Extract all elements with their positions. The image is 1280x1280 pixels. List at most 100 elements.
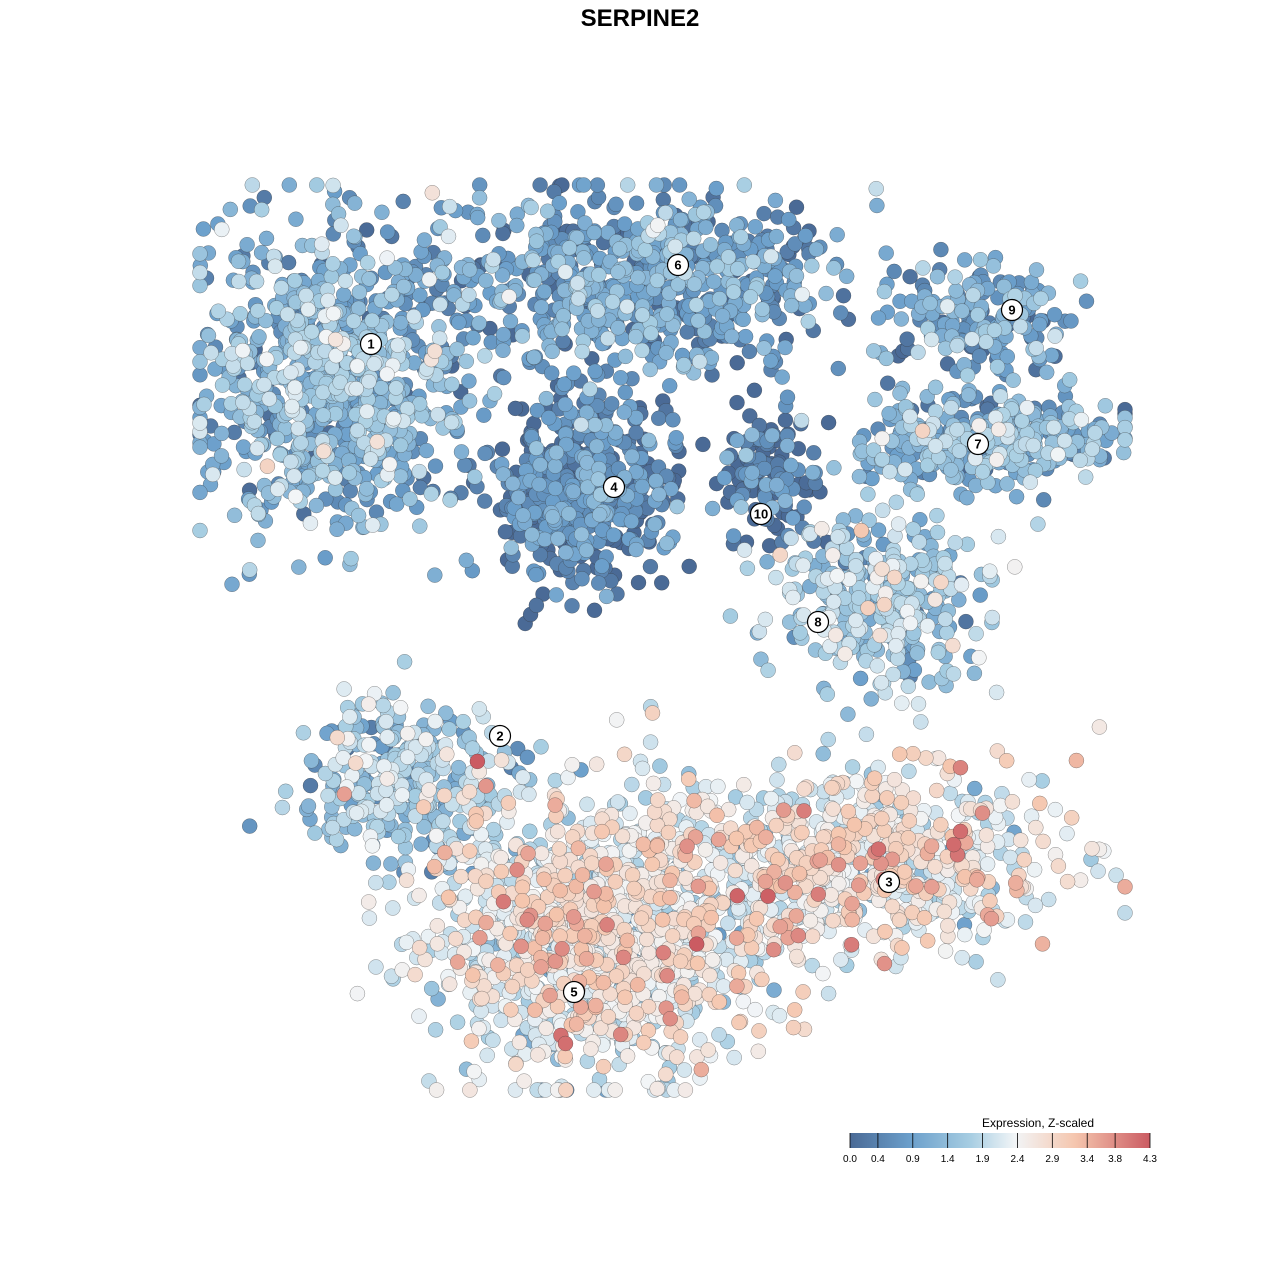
scatter-point	[392, 468, 409, 485]
scatter-point	[195, 221, 212, 237]
scatter-point	[412, 518, 428, 534]
scatter-point	[582, 381, 598, 397]
scatter-point	[477, 348, 493, 364]
scatter-point	[825, 801, 841, 817]
scatter-point	[863, 691, 879, 707]
scatter-point	[292, 339, 309, 356]
scatter-point	[246, 413, 263, 430]
scatter-point	[250, 532, 266, 549]
scatter-point	[927, 591, 943, 608]
scatter-point	[878, 245, 894, 261]
scatter-point	[471, 315, 487, 331]
scatter-point	[467, 469, 483, 485]
scatter-point	[526, 349, 542, 366]
scatter-point	[929, 507, 945, 524]
scatter-point	[555, 308, 572, 324]
scatter-point	[315, 407, 331, 423]
scatter-point	[385, 900, 401, 916]
scatter-point	[345, 313, 362, 329]
scatter-point	[569, 275, 586, 291]
scatter-point	[587, 417, 603, 433]
scatter-point	[350, 507, 367, 524]
scatter-point	[603, 395, 620, 412]
scatter-point	[587, 363, 603, 380]
scatter-point	[1047, 801, 1064, 818]
scatter-point	[258, 351, 275, 368]
scatter-point	[384, 286, 400, 303]
scatter-point	[1117, 905, 1133, 921]
scatter-point	[605, 527, 622, 543]
scatter-point	[1008, 488, 1025, 505]
scatter-point	[324, 819, 341, 836]
scatter-point	[1072, 273, 1089, 289]
scatter-point	[870, 310, 887, 326]
scatter-point	[628, 541, 644, 558]
scatter-point	[284, 398, 300, 415]
scatter-point	[968, 625, 984, 642]
scatter-point	[616, 216, 633, 232]
scatter-point	[939, 298, 956, 315]
scatter-point	[378, 713, 394, 730]
scatter-point	[990, 421, 1007, 438]
scatter-point	[327, 331, 344, 348]
scatter-point	[650, 410, 667, 427]
scatter-point	[947, 269, 963, 285]
scatter-point	[528, 440, 545, 456]
scatter-point	[586, 1082, 602, 1098]
scatter-point	[777, 339, 793, 356]
scatter-point	[364, 517, 381, 533]
scatter-point	[533, 845, 550, 862]
scatter-point	[679, 324, 696, 340]
scatter-point	[779, 438, 796, 454]
scatter-point	[725, 284, 742, 300]
scatter-point	[695, 436, 711, 453]
scatter-point	[369, 433, 385, 450]
scatter-point	[1084, 441, 1100, 457]
scatter-point	[937, 611, 954, 627]
scatter-point	[300, 301, 316, 318]
scatter-point	[711, 1026, 727, 1043]
scatter-point	[712, 855, 729, 871]
scatter-point	[702, 237, 719, 253]
scatter-point	[818, 285, 834, 302]
scatter-point	[588, 756, 605, 772]
scatter-point	[788, 268, 805, 284]
scatter-point	[1012, 832, 1029, 848]
scatter-point	[745, 253, 761, 270]
scatter-point	[700, 1042, 716, 1058]
scatter-point	[729, 432, 745, 449]
scatter-point	[573, 416, 589, 433]
scatter-point	[192, 522, 208, 539]
scatter-point	[704, 500, 721, 517]
scatter-point	[261, 391, 278, 407]
scatter-point	[964, 331, 980, 347]
scatter-point	[443, 414, 460, 431]
scatter-point	[840, 706, 856, 722]
scatter-point	[461, 287, 477, 303]
scatter-point	[478, 272, 494, 289]
scatter-point	[805, 445, 822, 461]
scatter-point	[746, 382, 763, 399]
scatter-point	[342, 709, 358, 725]
scatter-point	[768, 477, 785, 493]
scatter-point	[940, 917, 956, 934]
scatter-point	[899, 331, 915, 347]
scatter-point	[1047, 328, 1063, 344]
scatter-point	[210, 303, 227, 319]
scatter-point	[874, 430, 890, 447]
scatter-point	[578, 542, 595, 558]
scatter-point	[523, 199, 539, 216]
scatter-point	[927, 438, 944, 454]
scatter-point	[388, 380, 404, 396]
scatter-point	[441, 198, 458, 215]
scatter-point	[432, 296, 448, 313]
scatter-point	[283, 453, 299, 470]
scatter-point	[777, 412, 794, 428]
scatter-point	[381, 456, 398, 473]
scatter-point	[1028, 819, 1044, 836]
scatter-point	[733, 499, 749, 515]
scatter-point	[736, 776, 752, 793]
scatter-point	[307, 825, 323, 841]
scatter-point	[802, 912, 819, 929]
scatter-point	[287, 488, 304, 505]
